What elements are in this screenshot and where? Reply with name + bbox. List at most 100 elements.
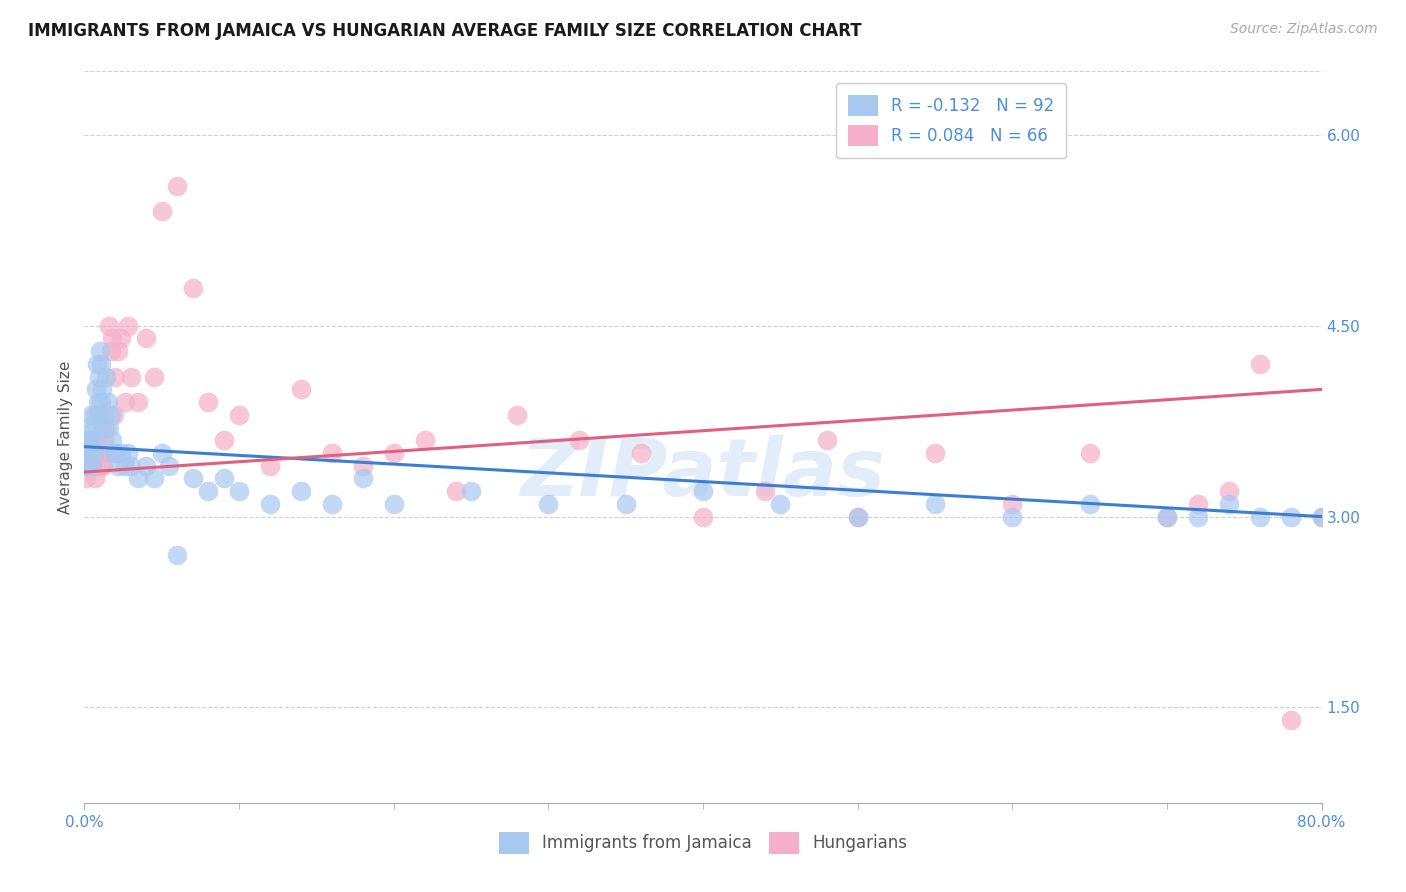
Point: [259, 458, 281, 473]
Point: [94, 369, 117, 384]
Point: [692, 484, 714, 499]
Point: [77, 446, 100, 460]
Text: ZIPatlas: ZIPatlas: [520, 434, 886, 513]
Point: [1218, 497, 1240, 511]
Point: [150, 204, 173, 219]
Point: [413, 434, 436, 448]
Point: [212, 434, 235, 448]
Point: [692, 509, 714, 524]
Point: [321, 446, 343, 460]
Point: [630, 446, 652, 460]
Point: [79, 434, 101, 448]
Point: [87, 408, 110, 422]
Point: [815, 434, 838, 448]
Point: [321, 497, 343, 511]
Point: [197, 484, 219, 499]
Point: [1249, 357, 1271, 371]
Point: [1187, 509, 1209, 524]
Point: [80, 446, 103, 460]
Point: [754, 484, 776, 499]
Point: [104, 446, 127, 460]
Point: [104, 369, 127, 384]
Point: [120, 369, 142, 384]
Point: [614, 497, 637, 511]
Point: [382, 446, 405, 460]
Point: [84, 408, 107, 422]
Point: [79, 434, 101, 448]
Point: [120, 458, 142, 473]
Point: [96, 395, 118, 409]
Point: [110, 331, 132, 345]
Point: [924, 446, 946, 460]
Point: [90, 357, 112, 371]
Point: [1001, 509, 1024, 524]
Point: [75, 471, 97, 485]
Point: [114, 395, 136, 409]
Point: [127, 471, 149, 485]
Text: IMMIGRANTS FROM JAMAICA VS HUNGARIAN AVERAGE FAMILY SIZE CORRELATION CHART: IMMIGRANTS FROM JAMAICA VS HUNGARIAN AVE…: [28, 22, 862, 40]
Point: [84, 383, 107, 397]
Point: [1310, 509, 1333, 524]
Point: [1218, 484, 1240, 499]
Point: [89, 344, 111, 359]
Point: [107, 344, 129, 359]
Point: [769, 497, 792, 511]
Point: [77, 446, 100, 460]
Point: [568, 434, 591, 448]
Point: [290, 383, 312, 397]
Point: [76, 434, 98, 448]
Point: [82, 458, 104, 473]
Point: [103, 446, 125, 460]
Point: [228, 408, 250, 422]
Point: [79, 408, 101, 422]
Point: [86, 395, 108, 409]
Point: [1187, 497, 1209, 511]
Point: [143, 369, 166, 384]
Point: [127, 395, 149, 409]
Point: [135, 331, 157, 345]
Point: [1001, 497, 1024, 511]
Point: [117, 318, 139, 333]
Point: [87, 369, 110, 384]
Text: Source: ZipAtlas.com: Source: ZipAtlas.com: [1230, 22, 1378, 37]
Point: [181, 471, 204, 485]
Point: [107, 458, 129, 473]
Point: [460, 484, 482, 499]
Point: [537, 497, 560, 511]
Point: [846, 509, 869, 524]
Point: [82, 458, 104, 473]
Point: [91, 383, 114, 397]
Point: [1078, 497, 1101, 511]
Point: [90, 395, 112, 409]
Point: [86, 434, 108, 448]
Point: [382, 497, 405, 511]
Point: [444, 484, 467, 499]
Point: [93, 434, 115, 448]
Point: [76, 458, 98, 473]
Point: [98, 420, 121, 434]
Point: [91, 420, 114, 434]
Point: [1279, 509, 1302, 524]
Point: [1078, 446, 1101, 460]
Point: [228, 484, 250, 499]
Point: [103, 408, 125, 422]
Point: [110, 446, 132, 460]
Point: [101, 331, 124, 345]
Point: [87, 408, 110, 422]
Point: [1156, 509, 1178, 524]
Point: [352, 458, 374, 473]
Point: [117, 446, 139, 460]
Point: [846, 509, 869, 524]
Point: [924, 497, 946, 511]
Point: [166, 548, 188, 562]
Point: [83, 446, 105, 460]
Point: [83, 446, 105, 460]
Point: [75, 446, 97, 460]
Point: [90, 446, 112, 460]
Point: [100, 408, 122, 422]
Point: [212, 471, 235, 485]
Point: [96, 446, 118, 460]
Point: [89, 458, 111, 473]
Point: [77, 420, 100, 434]
Point: [143, 471, 166, 485]
